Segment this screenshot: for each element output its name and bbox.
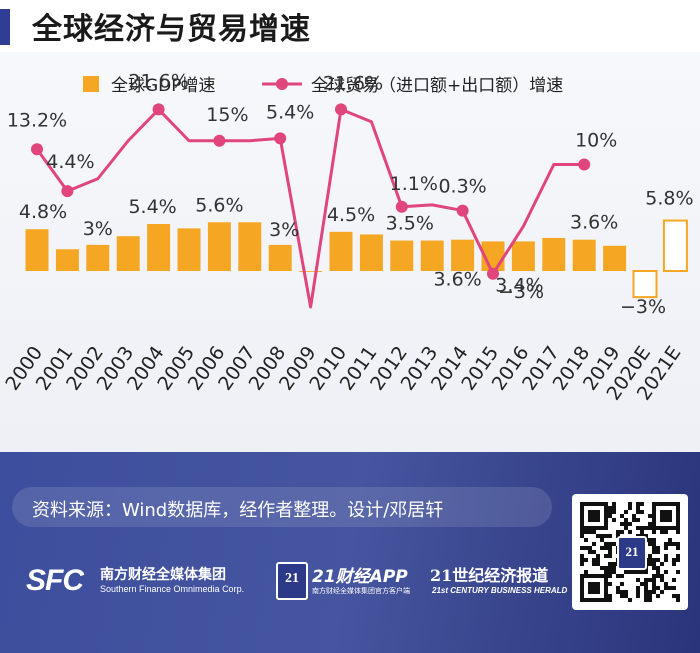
- gdp-bar-2019: [603, 245, 627, 271]
- trade-label-2006: 15%: [206, 104, 248, 126]
- trade-label-2018: 10%: [575, 130, 617, 152]
- trade-point-2004: [152, 103, 165, 116]
- app-subtitle: 南方财经全媒体集团官方客户端: [312, 587, 410, 595]
- gdp-label-2021E: 5.8%: [645, 188, 693, 210]
- gdp-label-2006: 5.6%: [195, 194, 243, 216]
- legend: 全球GDP增速 全球贸易（进口额+出口额）增速: [83, 76, 563, 96]
- trade-label-2001: 4.4%: [46, 151, 94, 173]
- herald-name-cn: 21世纪经济报道: [430, 566, 549, 585]
- gdp-bar-2001: [55, 249, 79, 271]
- gdp-bar-2009: [299, 271, 323, 272]
- trade-point-2014: [456, 204, 469, 217]
- trade-point-2010: [335, 103, 347, 116]
- trade-label-2012: 1.1%: [390, 173, 438, 195]
- legend-gdp-swatch: [83, 76, 99, 92]
- gdp-label-2014: 3.6%: [433, 269, 481, 291]
- footer: 资料来源：Wind数据库，经作者整理。设计/邓居轩 SFC 南方财经全媒体集团 …: [0, 452, 700, 653]
- trade-point-2001: [61, 185, 74, 198]
- trade-point-2008: [274, 132, 287, 145]
- trade-point-2000: [31, 143, 43, 156]
- title-accent-bar: [0, 9, 10, 45]
- trade-label-2015: −3%: [498, 281, 544, 303]
- gdp-bar-2013: [420, 240, 444, 271]
- legend-trade-label: 全球贸易（进口额+出口额）增速: [311, 76, 563, 96]
- legend-gdp-label: 全球GDP增速: [111, 76, 216, 96]
- gdp-bar-2000: [25, 229, 49, 271]
- gdp-bar-2017: [542, 237, 566, 271]
- gdp-bar-2018: [572, 239, 596, 271]
- trade-label-2010: 21.6%: [323, 72, 383, 94]
- gdp-label-2020E: −3%: [620, 296, 666, 318]
- gdp-bar-2005: [177, 228, 201, 271]
- gdp-bar-2020E: [632, 270, 658, 299]
- gdp-label-2010: 4.5%: [327, 204, 375, 226]
- gdp-bar-2002: [86, 244, 110, 271]
- chart: 全球GDP增速 全球贸易（进口额+出口额）增速 13.2% 4.4% 21.6% 15…: [1, 70, 693, 404]
- source-banner: 资料来源：Wind数据库，经作者整理。设计/邓居轩: [12, 487, 552, 527]
- sfc-name-cn: 南方财经全媒体集团: [100, 567, 226, 583]
- gdp-bar-2021E: [662, 219, 688, 272]
- source-text: 资料来源：Wind数据库，经作者整理。设计/邓居轩: [32, 500, 444, 521]
- gdp-label-2004: 5.4%: [128, 196, 176, 218]
- gdp-bar-2010: [329, 231, 353, 271]
- title-bar: 全球经济与贸易增速: [0, 0, 700, 52]
- legend-trade-marker: [276, 78, 288, 90]
- qr-code[interactable]: 21: [572, 494, 688, 610]
- gdp-bar-2006: [207, 222, 231, 271]
- trade-label-2000: 13.2%: [7, 109, 67, 131]
- gdp-label-2008: 3%: [269, 219, 299, 241]
- gdp-bar-2008: [268, 244, 292, 271]
- trade-point-2012: [395, 200, 408, 213]
- gdp-label-2012: 3.5%: [386, 213, 434, 235]
- gdp-label-2016: 3.4%: [495, 274, 543, 296]
- qr-badge-icon: 21: [617, 536, 647, 570]
- trade-point-2018: [578, 158, 591, 171]
- sfc-name-en: Southern Finance Omnimedia Corp.: [100, 584, 245, 594]
- gdp-label-2000: 4.8%: [19, 201, 67, 223]
- trade-label-2008: 5.4%: [266, 101, 314, 123]
- sfc-logo: SFC: [26, 564, 84, 597]
- gdp-bar-2004: [147, 224, 171, 271]
- gdp-bar-2011: [359, 234, 383, 271]
- herald-name-en: 21st CENTURY BUSINESS HERALD: [432, 586, 568, 595]
- trade-point-2015: [487, 267, 499, 280]
- gdp-bar-2012: [390, 240, 414, 271]
- gdp-bar-2003: [116, 236, 140, 271]
- trade-label-2014: 0.3%: [438, 176, 486, 198]
- trade-point-2006: [213, 134, 226, 147]
- gdp-bar-2007: [238, 222, 262, 271]
- trade-label-2004: 21.6%: [128, 70, 188, 92]
- app-badge-icon: 21: [276, 562, 308, 600]
- chart-title: 全球经济与贸易增速: [32, 12, 311, 47]
- gdp-label-2018: 3.6%: [570, 212, 618, 234]
- gdp-bar-2014: [451, 239, 475, 271]
- gdp-label-2002: 3%: [83, 218, 113, 240]
- gdp-bar-2016: [511, 241, 535, 271]
- app-name: 21财经APP: [312, 567, 408, 587]
